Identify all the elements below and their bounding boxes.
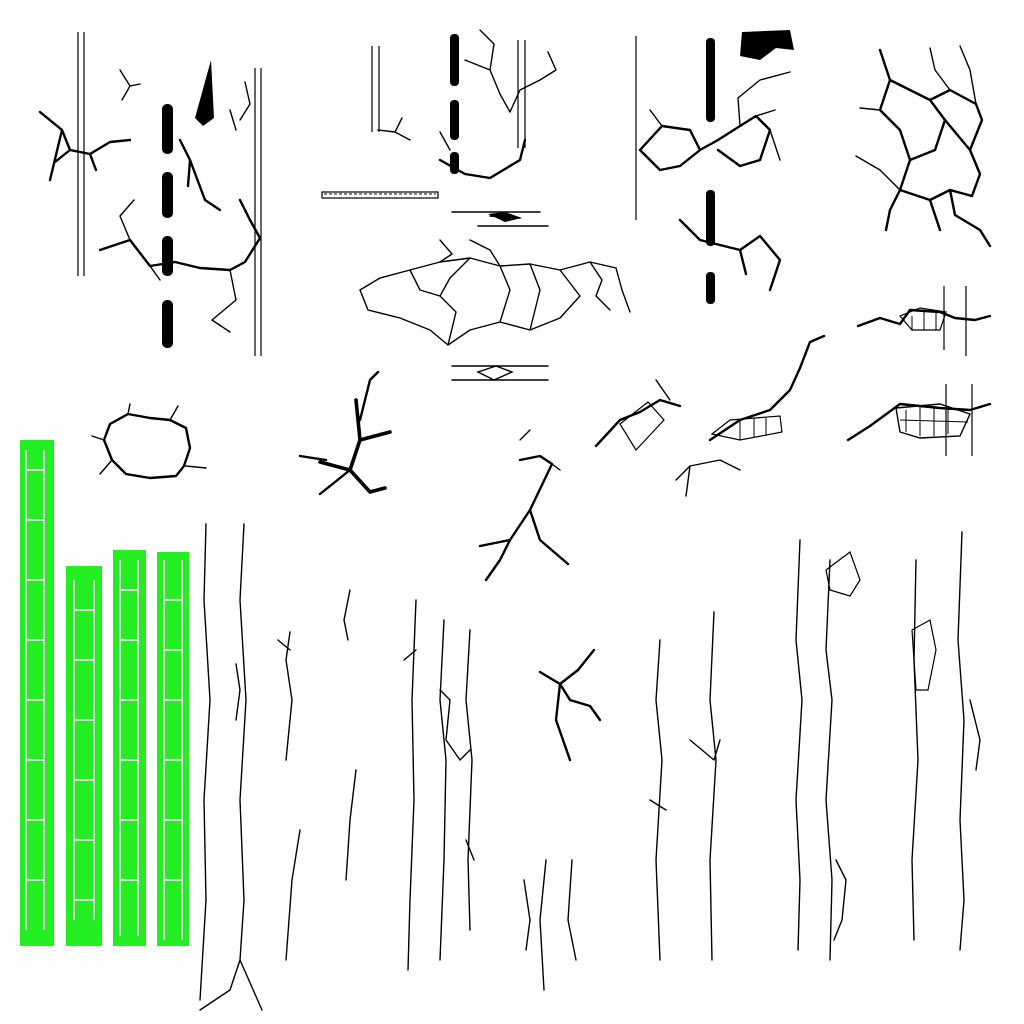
edge-line-cracks bbox=[321, 46, 439, 199]
alligator-crack-network bbox=[359, 239, 631, 381]
spider-crack bbox=[298, 370, 570, 582]
highlighted-crack-strips bbox=[20, 440, 189, 946]
road-dashed-lane-cracks bbox=[38, 32, 262, 356]
alligator-crack-network bbox=[855, 45, 992, 248]
block-crack-with-lines bbox=[635, 30, 794, 304]
patched-crack-pair bbox=[594, 286, 992, 497]
ring-crack bbox=[91, 403, 207, 480]
longitudinal-crack-strips bbox=[199, 523, 981, 1011]
dashed-lane-pothole-cracks bbox=[438, 29, 557, 227]
